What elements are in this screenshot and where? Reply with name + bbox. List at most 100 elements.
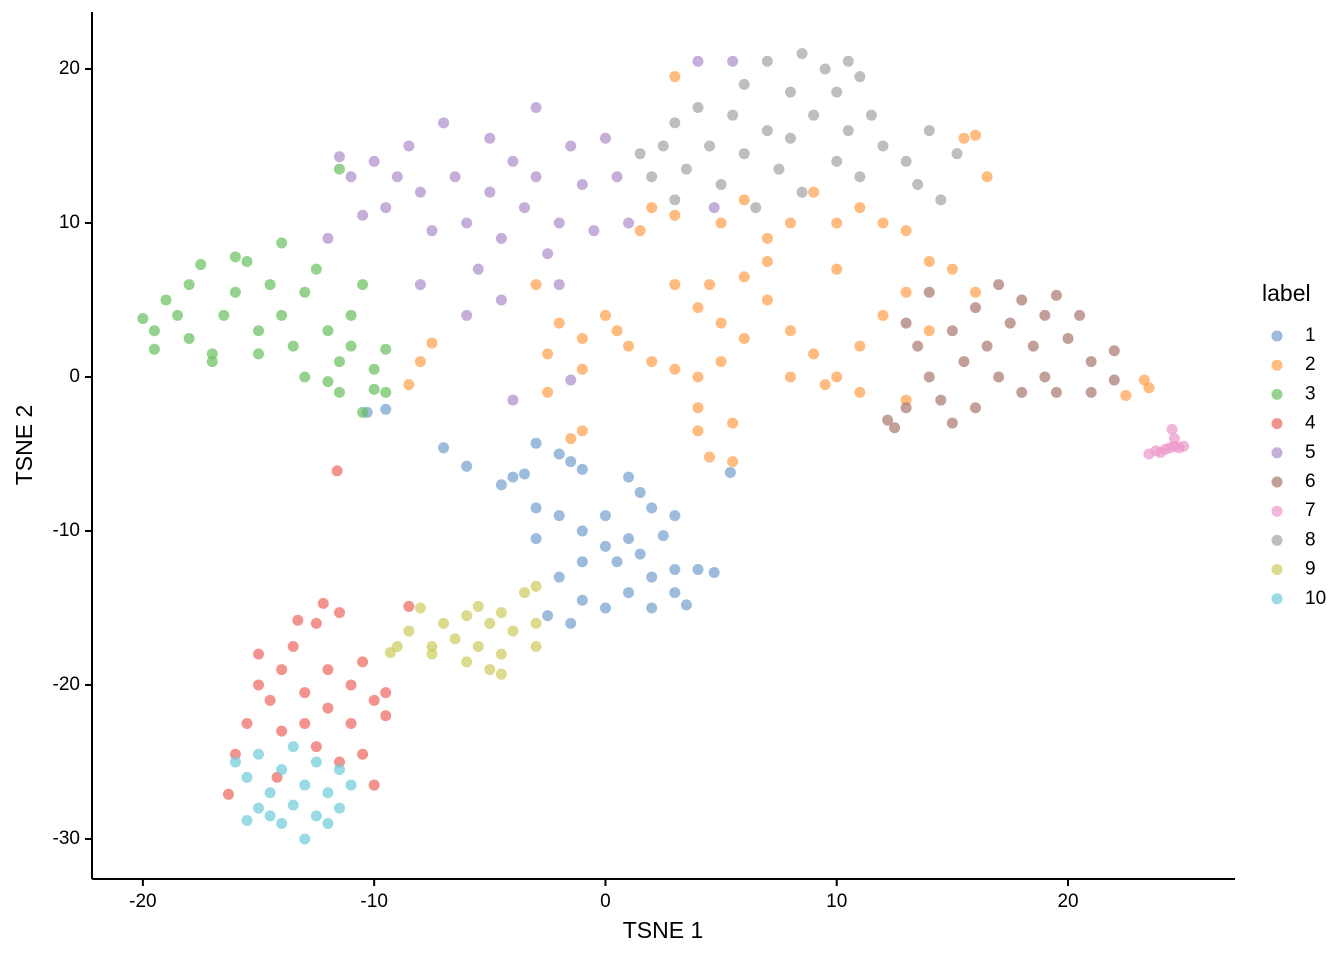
point (599, 510, 611, 522)
point (831, 217, 843, 229)
point (264, 279, 276, 291)
point (403, 379, 415, 391)
point (241, 771, 253, 783)
point (495, 668, 507, 680)
point (461, 309, 473, 321)
point (1050, 386, 1062, 398)
point (1166, 423, 1178, 435)
point (183, 279, 195, 291)
point (553, 571, 565, 583)
point (923, 255, 935, 267)
point (461, 656, 473, 668)
point (808, 109, 820, 121)
point (310, 810, 322, 822)
point (1178, 440, 1190, 452)
point (623, 340, 635, 352)
point (380, 202, 392, 214)
point (900, 286, 912, 298)
point (553, 510, 565, 522)
point (669, 279, 681, 291)
point (708, 567, 720, 579)
point (333, 163, 345, 175)
point (276, 818, 288, 830)
point (692, 55, 704, 67)
point (507, 394, 519, 406)
point (669, 194, 681, 206)
point (882, 414, 894, 426)
point (854, 171, 866, 183)
point (808, 348, 820, 360)
x-tick-label: 10 (826, 891, 847, 912)
point (576, 178, 588, 190)
point (495, 648, 507, 660)
point (951, 148, 963, 160)
point (380, 386, 392, 398)
point (495, 294, 507, 306)
point (518, 468, 530, 480)
point (588, 225, 600, 237)
point (426, 337, 438, 349)
point (692, 371, 704, 383)
legend-marker (1271, 593, 1283, 605)
point (970, 129, 982, 141)
point (1074, 309, 1086, 321)
point (310, 741, 322, 753)
y-tick-label: -20 (53, 674, 80, 695)
point (322, 376, 334, 388)
point (553, 317, 565, 329)
x-tick-label: -20 (129, 891, 156, 912)
point (426, 640, 438, 652)
point (761, 232, 773, 244)
point (292, 614, 304, 626)
point (310, 617, 322, 629)
point (704, 140, 716, 152)
y-tick-label: -10 (53, 520, 80, 541)
point (819, 63, 831, 75)
point (692, 302, 704, 314)
point (380, 710, 392, 722)
point (333, 151, 345, 163)
y-tick-label: 20 (59, 58, 80, 79)
point (935, 194, 947, 206)
point (842, 125, 854, 137)
point (299, 371, 311, 383)
point (738, 271, 750, 283)
point (831, 155, 843, 167)
point (576, 463, 588, 475)
point (912, 178, 924, 190)
point (599, 132, 611, 144)
point (877, 309, 889, 321)
point (576, 556, 588, 568)
point (484, 132, 496, 144)
point (669, 71, 681, 83)
point (530, 171, 542, 183)
point (553, 279, 565, 291)
point (727, 109, 739, 121)
point (310, 756, 322, 768)
point (819, 379, 831, 391)
point (565, 617, 577, 629)
point (253, 648, 265, 660)
point (912, 340, 924, 352)
point (854, 340, 866, 352)
point (542, 248, 554, 260)
point (889, 422, 901, 434)
point (1039, 371, 1051, 383)
point (923, 325, 935, 337)
point (923, 371, 935, 383)
point (738, 148, 750, 160)
point (680, 599, 692, 611)
point (414, 279, 426, 291)
point (368, 779, 380, 791)
point (1108, 374, 1120, 386)
legend-marker (1271, 534, 1283, 546)
legend-marker (1271, 418, 1283, 430)
point (299, 286, 311, 298)
point (646, 356, 658, 368)
point (253, 325, 265, 337)
point (646, 502, 658, 514)
point (299, 833, 311, 845)
point (669, 510, 681, 522)
point (333, 802, 345, 814)
point (831, 371, 843, 383)
